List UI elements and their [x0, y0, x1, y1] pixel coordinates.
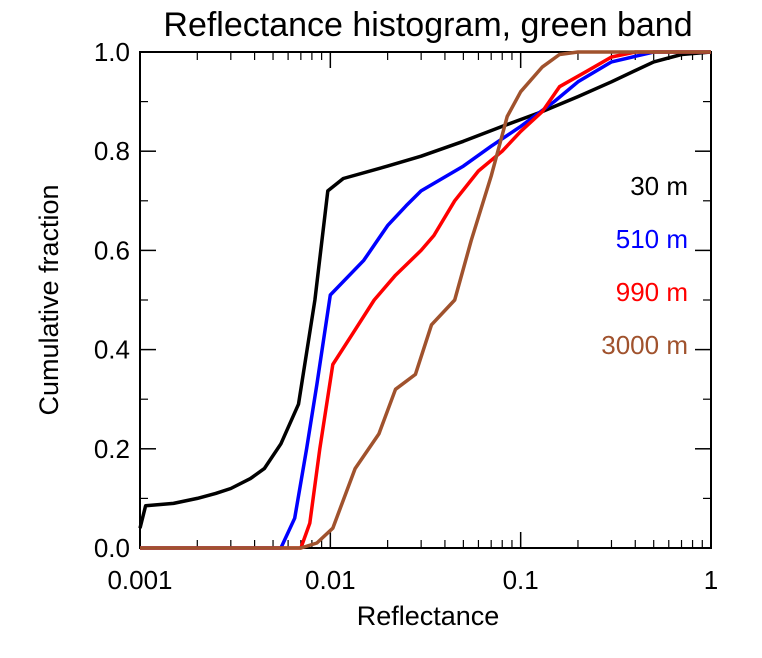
x-tick-label: 0.001	[107, 565, 172, 595]
y-tick-label: 1.0	[94, 37, 130, 67]
y-tick-label: 0.0	[94, 533, 130, 563]
axis-ticks: 0.001 0.01 0.1 1 0.0 0.2 0.4 0.6 0.8 1.0	[94, 37, 718, 595]
legend-item-2: 510 m	[616, 224, 688, 254]
y-tick-label: 0.4	[94, 335, 130, 365]
series-line-1	[138, 50, 712, 529]
series-line-4	[140, 50, 711, 550]
legend-item-1: 30 m	[630, 171, 688, 201]
series-line-3	[140, 50, 711, 550]
legend-item-3: 990 m	[616, 277, 688, 307]
series-layer	[138, 50, 712, 550]
x-tick-label: 1	[704, 565, 718, 595]
x-tick-label: 0.1	[503, 565, 539, 595]
x-tick-label: 0.01	[305, 565, 356, 595]
y-tick-label: 0.8	[94, 136, 130, 166]
series-line-2	[140, 50, 711, 550]
legend: 30 m 510 m 990 m 3000 m	[601, 171, 688, 360]
legend-item-4: 3000 m	[601, 330, 688, 360]
y-tick-label: 0.6	[94, 235, 130, 265]
y-tick-label: 0.2	[94, 434, 130, 464]
y-axis-label: Cumulative fraction	[34, 184, 64, 415]
x-axis-label: Reflectance	[357, 601, 500, 631]
chart-title: Reflectance histogram, green band	[163, 6, 692, 44]
